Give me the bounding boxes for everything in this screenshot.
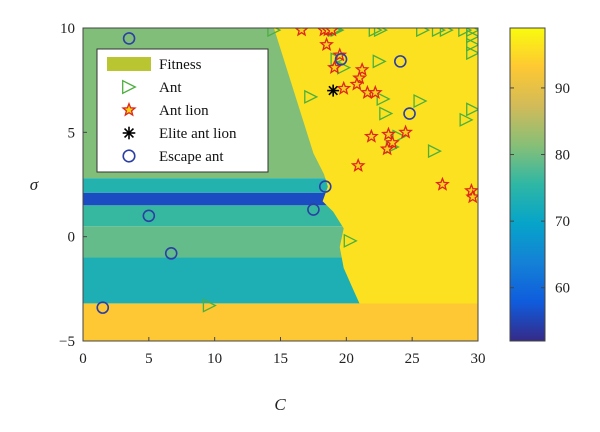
ant-marker — [416, 28, 431, 38]
ant-lion-marker — [379, 141, 395, 156]
escape-ant-marker — [394, 55, 407, 68]
ant-marker — [466, 29, 478, 44]
plot-area — [83, 28, 478, 341]
x-tick-label: 5 — [145, 351, 153, 367]
x-tick-label: 25 — [405, 351, 420, 367]
x-tick-label: 10 — [207, 351, 222, 367]
ant-marker — [458, 28, 473, 38]
y-axis-label: σ — [30, 175, 39, 194]
escape-ant-marker — [96, 301, 110, 314]
fitness-surface — [83, 28, 478, 341]
y-tick-label: 0 — [68, 230, 76, 246]
legend-fitness-marker — [107, 57, 151, 71]
legend-ant-label: Ant — [159, 80, 182, 96]
legend-ant-lion-label: Ant lion — [159, 103, 209, 119]
colorbar-gradient — [509, 27, 546, 342]
ant-marker — [413, 93, 428, 109]
ant-marker — [466, 37, 478, 52]
ant-marker — [466, 102, 478, 117]
ant-lion-marker — [435, 176, 450, 191]
escape-ant-marker — [142, 209, 156, 223]
colorbar-tick-label: 60 — [555, 281, 570, 297]
ant-lion-marker — [381, 126, 396, 141]
y-axis-ticks: −5 0 5 10 — [59, 21, 87, 350]
ant-lion-marker — [354, 61, 370, 77]
ant-lion-marker — [465, 189, 478, 204]
legend: Fitness Ant Ant lion Elite ant lion Escape a… — [96, 48, 269, 173]
ant-marker — [466, 45, 478, 61]
ant-marker — [459, 112, 474, 127]
x-tick-label: 30 — [471, 351, 486, 367]
ant-marker — [427, 144, 443, 159]
legend-elite-ant-lion-label: Elite ant lion — [159, 126, 237, 142]
ant-marker — [202, 298, 217, 313]
ant-marker — [439, 28, 454, 38]
escape-ant-marker — [318, 180, 332, 193]
ant-lion-marker — [398, 124, 413, 139]
colorbar-tick-label: 80 — [555, 148, 570, 164]
y-tick-label: 10 — [60, 21, 75, 37]
ant-lion-marker — [327, 59, 342, 74]
ant-marker — [431, 28, 446, 38]
ant-marker — [379, 106, 394, 121]
x-axis-ticks: 0 5 10 15 20 25 30 — [79, 337, 486, 367]
fitness-band — [83, 303, 478, 341]
escape-ant-marker — [334, 52, 348, 66]
ant-lion-marker — [363, 128, 379, 143]
ant-marker — [373, 28, 389, 38]
escape-ant-marker — [164, 247, 178, 260]
ant-lion-marker — [349, 76, 365, 91]
ant-lion-marker — [367, 84, 383, 99]
ant-lion-marker — [385, 134, 400, 150]
escape-ant-marker — [403, 107, 416, 120]
ant-marker — [343, 233, 358, 248]
escape-ant-marker — [307, 203, 320, 216]
ant-marker — [368, 28, 383, 38]
ant-lion-marker — [350, 157, 366, 173]
ant-marker — [376, 91, 391, 106]
ant-marker — [304, 89, 319, 104]
ant-marker — [267, 28, 282, 38]
x-axis-label: C — [274, 395, 286, 414]
legend-escape-ant-label: Escape ant — [159, 149, 224, 165]
legend-fitness-label: Fitness — [159, 57, 202, 73]
colorbar: 60 70 80 90 — [509, 27, 570, 342]
ant-marker — [372, 54, 387, 69]
y-tick-label: −5 — [59, 334, 75, 350]
legend-elite-ant-lion-marker — [122, 126, 136, 140]
x-tick-label: 20 — [339, 351, 354, 367]
ant-lion-marker — [319, 36, 334, 51]
legend-escape-ant-marker — [122, 149, 136, 163]
x-tick-label: 15 — [273, 351, 288, 367]
colorbar-tick-label: 90 — [555, 81, 570, 97]
markers-layer — [96, 28, 478, 314]
ant-lion-marker — [336, 80, 352, 95]
legend-ant-marker — [122, 79, 137, 95]
elite-ant-lion-marker — [327, 84, 340, 97]
fitness-high-region — [273, 28, 478, 304]
legend-ant-lion-marker — [121, 101, 137, 117]
x-tick-label: 0 — [79, 351, 87, 367]
colorbar-tick-label: 70 — [555, 214, 570, 230]
colorbar-ticks: 60 70 80 90 — [510, 81, 570, 297]
ant-lion-marker — [352, 70, 367, 85]
escape-ant-marker — [122, 32, 136, 45]
y-tick-label: 5 — [68, 125, 76, 141]
